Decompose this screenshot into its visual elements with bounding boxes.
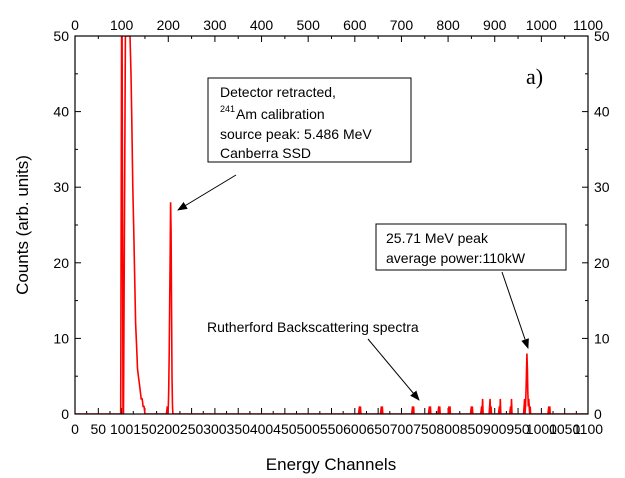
peak-arrow xyxy=(501,271,529,349)
x-tick-label-top: 0 xyxy=(71,17,79,33)
rbs-annotation: Rutherford Backscattering spectra xyxy=(207,319,419,335)
y-axis-title: Counts (arb. units) xyxy=(13,155,32,295)
x-tick-label-bottom: 750 xyxy=(413,421,437,437)
x-tick-label-bottom: 200 xyxy=(157,421,181,437)
x-tick-label-bottom: 400 xyxy=(250,421,274,437)
y-tick-label-right: 50 xyxy=(594,28,610,44)
x-tick-label-bottom: 150 xyxy=(133,421,157,437)
x-tick-label-top: 700 xyxy=(390,17,414,33)
y-tick-label-right: 40 xyxy=(594,104,610,120)
x-axis-title: Energy Channels xyxy=(266,455,396,474)
spectrum-series-line xyxy=(75,36,588,414)
x-tick-label-bottom: 100 xyxy=(110,421,134,437)
y-tick-label-left: 0 xyxy=(61,406,69,422)
y-tick-label-right: 10 xyxy=(594,330,610,346)
x-tick-label-bottom: 1000 xyxy=(526,421,557,437)
x-tick-label-bottom: 950 xyxy=(506,421,530,437)
peak-annotation-box xyxy=(375,223,567,271)
calibration-annotation-line-3: source peak: 5.486 MeV xyxy=(220,126,372,142)
x-tick-label-top: 1000 xyxy=(526,17,557,33)
y-tick-label-left: 20 xyxy=(53,255,69,271)
x-tick-label-bottom: 1100 xyxy=(573,421,603,437)
x-tick-label-bottom: 650 xyxy=(366,421,390,437)
peak-annotation-line-1: 25.71 MeV peak xyxy=(386,230,489,246)
x-tick-label-top: 600 xyxy=(343,17,367,33)
y-tick-label-left: 10 xyxy=(53,330,69,346)
x-tick-label-bottom: 300 xyxy=(203,421,227,437)
x-tick-label-top: 900 xyxy=(483,17,507,33)
y-tick-label-left: 30 xyxy=(53,179,69,195)
x-tick-label-bottom: 50 xyxy=(91,421,107,437)
x-tick-label-bottom: 850 xyxy=(460,421,484,437)
y-tick-label-right: 0 xyxy=(594,406,602,422)
x-tick-label-bottom: 500 xyxy=(297,421,321,437)
calibration-arrow xyxy=(177,174,237,211)
x-tick-label-bottom: 700 xyxy=(390,421,414,437)
peak-annotation-line-2: average power:110kW xyxy=(386,250,526,266)
x-tick-label-bottom: 250 xyxy=(180,421,204,437)
x-tick-label-top: 1100 xyxy=(573,17,603,33)
series-layer xyxy=(75,36,588,414)
x-tick-label-bottom: 0 xyxy=(71,421,79,437)
calibration-annotation-line-4: Canberra SSD xyxy=(220,145,311,161)
x-tick-label-bottom: 450 xyxy=(273,421,297,437)
rbs-arrow xyxy=(367,338,420,401)
plot-frame xyxy=(74,35,589,415)
x-tick-label-bottom: 350 xyxy=(227,421,251,437)
y-tick-label-left: 40 xyxy=(53,104,69,120)
calibration-annotation-box xyxy=(207,77,412,163)
x-tick-label-top: 100 xyxy=(110,17,134,33)
y-tick-label-right: 20 xyxy=(594,255,610,271)
calibration-annotation-line-1: Detector retracted, xyxy=(220,84,336,100)
calibration-annotation-superscript: 241 xyxy=(220,104,235,114)
x-tick-label-bottom: 800 xyxy=(436,421,460,437)
x-tick-label-bottom: 900 xyxy=(483,421,507,437)
x-tick-label-top: 500 xyxy=(297,17,321,33)
x-tick-label-bottom: 1050 xyxy=(549,421,580,437)
x-tick-label-bottom: 550 xyxy=(320,421,344,437)
calibration-annotation-line-2: Am calibration xyxy=(236,106,325,122)
x-tick-label-top: 400 xyxy=(250,17,274,33)
x-tick-label-top: 200 xyxy=(157,17,181,33)
x-tick-label-top: 800 xyxy=(436,17,460,33)
panel-label: a) xyxy=(526,64,543,89)
tick-labels: 0 50 100 150 200 250 300 350 400 450 500 550 600 650 7… xyxy=(53,17,609,437)
y-tick-label-left: 50 xyxy=(53,28,69,44)
x-tick-label-top: 300 xyxy=(203,17,227,33)
x-tick-label-bottom: 600 xyxy=(343,421,367,437)
y-tick-label-right: 30 xyxy=(594,179,610,195)
